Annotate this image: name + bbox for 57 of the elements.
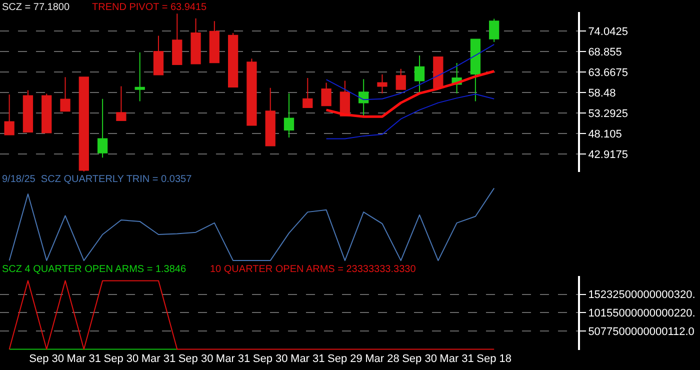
y-tick-label: 68.855 [588, 46, 622, 59]
candlestick [414, 54, 425, 93]
y-tick-label: 15232500000000320. [588, 289, 696, 302]
y-tick-label: 5077500000000112.0 [588, 326, 694, 338]
y-tick-label: 74.0425 [588, 26, 628, 38]
y-tick-label: 48.105 [588, 128, 622, 140]
candlestick [4, 94, 14, 136]
x-tick-label: Mar 31 [66, 353, 102, 365]
text: SCZ 4 QUARTER OPEN ARMS = 1.3846 [2, 264, 186, 275]
candlestick [78, 76, 89, 172]
text: 10 QUARTER OPEN ARMS = 23333333.3330 [210, 264, 416, 275]
line-series [326, 44, 495, 100]
candlestick [433, 56, 444, 88]
x-tick-label: Sep 30 [104, 353, 139, 365]
y-tick-label: 63.6675 [588, 67, 628, 80]
candlestick [265, 87, 276, 146]
x-tick-label: Mar 28 [365, 353, 400, 365]
candlestick [302, 77, 313, 108]
x-tick-label: Sep 30 [178, 353, 214, 365]
text: 9/18/25 SCZ QUARTERLY TRIN = 0.0357 [2, 174, 192, 185]
candlestick [246, 58, 257, 126]
candlestick [209, 20, 220, 64]
candlestick [228, 32, 238, 88]
x-tick-label: Sep 30 [402, 353, 437, 365]
y-tick-label: 58.48 [588, 87, 616, 100]
x-tick-label: Sep 30 [29, 353, 64, 365]
annotation: SCZ = 77.1800 [2, 2, 70, 13]
x-tick-label: Mar 31 [440, 353, 474, 365]
line-series [326, 94, 495, 140]
y-tick-label: 42.9175 [588, 148, 628, 161]
candlestick [377, 74, 388, 94]
candlestick [22, 90, 34, 132]
candlestick [172, 13, 182, 66]
candlestick [97, 98, 108, 158]
candlestick [340, 80, 350, 116]
x-tick-label: Sep 18 [476, 353, 512, 365]
y-tick-label: 10155000000000220. [588, 307, 696, 320]
annotation: TREND PIVOT = 63.9415 [92, 2, 208, 13]
line-series [325, 70, 496, 118]
candlestick [321, 82, 332, 106]
candlestick [60, 76, 70, 112]
x-tick-label: Sep 29 [328, 353, 362, 365]
candlestick [116, 86, 126, 122]
candlestick [284, 92, 294, 138]
candlestick [153, 35, 164, 76]
candlestick [470, 38, 481, 102]
candlestick [190, 18, 201, 64]
x-tick-label: Sep 30 [252, 353, 288, 365]
x-tick-label: Mar 31 [141, 353, 176, 365]
candlestick [42, 93, 52, 134]
candlestick [134, 52, 145, 102]
candlestick [358, 78, 369, 116]
x-tick-label: Mar 31 [290, 353, 325, 365]
candlestick [489, 18, 500, 43]
y-tick-label: 53.2925 [588, 108, 628, 120]
x-tick-label: Mar 31 [216, 353, 250, 365]
candlestick [396, 68, 406, 90]
